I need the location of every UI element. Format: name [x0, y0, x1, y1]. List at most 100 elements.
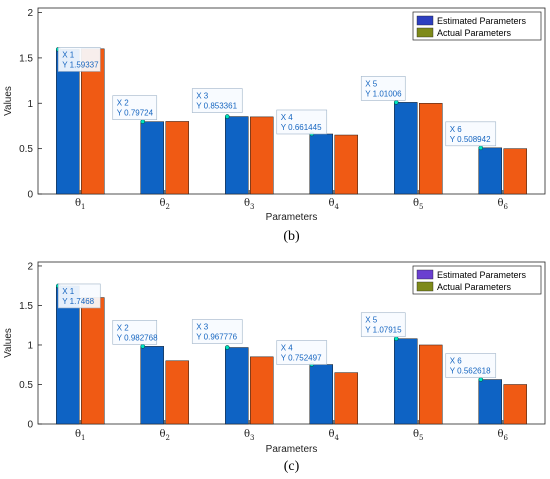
bar-estimated	[225, 116, 249, 195]
bar-actual	[250, 356, 274, 425]
datatip[interactable]: X 2Y 0.982768	[112, 320, 158, 345]
y-axis-label: Values	[3, 328, 14, 358]
plot-area	[37, 261, 546, 425]
datatip-x-text: X 3	[196, 92, 209, 101]
bar-actual	[503, 148, 527, 195]
x-tick-label: θ5	[413, 198, 424, 211]
datatip-box	[191, 319, 243, 344]
datatip-y-text: Y 1.7468	[62, 297, 94, 306]
x-tick-label: θ4	[329, 198, 340, 211]
datatip-x-text: X 2	[117, 323, 130, 332]
datatip-box	[445, 353, 497, 378]
x-tick-label: θ1	[75, 198, 86, 211]
bar-estimated	[478, 147, 502, 195]
datatip-x-text: X 1	[62, 50, 75, 59]
x-tick-label: θ5	[413, 429, 424, 442]
x-tick-label: θ2	[160, 198, 171, 211]
datatip-x-text: X 5	[365, 316, 378, 325]
datatip-box	[360, 312, 406, 338]
y-tick-label: 2	[27, 261, 33, 272]
y-tick-label: 0.5	[19, 380, 33, 391]
datatip-marker	[224, 114, 230, 119]
datatip[interactable]: X 4Y 0.661445	[276, 109, 328, 135]
bar-actual	[81, 297, 105, 425]
y-tick-label: 0.5	[19, 144, 33, 155]
datatip-y-text: Y 0.661445	[281, 123, 322, 132]
legend-swatch	[416, 269, 434, 280]
chart-panel-2: 0 0.5 1 1.5 2 Values Parameters (c) θ1 X 1Y 1.746…	[3, 261, 546, 474]
legend-entry: Estimated Parameters	[437, 16, 527, 26]
datatip-x-text: X 4	[281, 344, 294, 353]
datatip-marker	[478, 145, 484, 151]
plot-area	[37, 7, 546, 195]
datatip-y-text: Y 1.01006	[365, 89, 402, 98]
datatip-y-text: Y 0.967776	[196, 333, 237, 342]
x-tick-label: θ6	[498, 198, 509, 211]
datatip[interactable]: X 4Y 0.752497	[276, 340, 328, 365]
datatip[interactable]: X 2Y 0.79724	[112, 95, 158, 120]
datatip-marker	[140, 344, 146, 349]
x-tick-label: θ4	[329, 429, 340, 442]
datatip-box	[191, 88, 243, 113]
legend-box	[412, 11, 542, 41]
datatip-box	[445, 121, 497, 147]
y-tick-label: 2	[27, 8, 33, 19]
x-tick-label: θ3	[244, 429, 255, 442]
datatip[interactable]: X 5Y 1.07915	[360, 312, 406, 338]
datatip-x-text: X 6	[450, 357, 463, 366]
datatip-box	[276, 109, 328, 135]
bar-estimated	[225, 347, 249, 425]
datatip-y-text: Y 0.508942	[450, 135, 491, 144]
datatip-y-text: Y 0.562618	[450, 367, 491, 376]
panel-label: (b)	[283, 229, 300, 244]
bar-estimated	[478, 379, 502, 425]
datatip-x-text: X 1	[62, 287, 75, 296]
bar-actual	[334, 372, 358, 425]
legend-entry: Actual Parameters	[437, 282, 512, 292]
y-tick-label: 1	[27, 99, 33, 110]
datatip-marker	[478, 377, 484, 382]
datatip-x-text: X 6	[450, 125, 463, 134]
datatip-box	[112, 320, 158, 345]
x-tick-label: θ3	[244, 198, 255, 211]
legend-swatch	[416, 27, 434, 38]
legend-swatch	[416, 281, 434, 292]
datatip-y-text: Y 0.853361	[196, 102, 237, 111]
y-tick-label: 0	[27, 420, 33, 431]
bar-actual	[250, 116, 274, 195]
panel-label: (c)	[284, 459, 300, 474]
datatip-x-text: X 4	[281, 113, 294, 122]
datatip[interactable]: X 1Y 1.7468	[57, 283, 101, 309]
datatip-box	[112, 95, 158, 120]
legend-entry: Actual Parameters	[437, 28, 512, 38]
bar-actual	[419, 103, 443, 195]
bar-estimated	[309, 364, 333, 425]
x-tick-label: θ6	[498, 429, 509, 442]
datatip-x-text: X 2	[117, 99, 130, 108]
datatip[interactable]: X 6Y 0.562618	[445, 353, 497, 378]
bar-actual	[503, 384, 527, 425]
datatip[interactable]: X 5Y 1.01006	[360, 76, 406, 101]
bar-actual	[419, 344, 443, 425]
legend-entry: Estimated Parameters	[437, 270, 527, 280]
x-axis-label: Parameters	[266, 212, 318, 223]
datatip-y-text: Y 0.752497	[281, 354, 322, 363]
datatip-x-text: X 5	[365, 79, 378, 88]
bar-actual	[165, 360, 189, 425]
y-tick-label: 1	[27, 340, 33, 351]
y-tick-label: 1.5	[19, 301, 33, 312]
datatip[interactable]: X 3Y 0.853361	[191, 88, 243, 113]
bar-estimated	[140, 121, 164, 195]
datatip-y-text: Y 1.59337	[62, 60, 99, 69]
datatip[interactable]: X 3Y 0.967776	[191, 319, 243, 344]
datatip[interactable]: X 6Y 0.508942	[445, 121, 497, 147]
datatip-box	[57, 283, 101, 309]
bar-estimated	[394, 338, 418, 425]
legend-box	[412, 265, 542, 295]
datatip[interactable]: X 1Y 1.59337	[57, 47, 101, 72]
y-axis-label: Values	[3, 86, 14, 116]
y-tick-label: 0	[27, 190, 33, 201]
x-tick-label: θ2	[160, 429, 171, 442]
datatip-y-text: Y 0.982768	[117, 333, 158, 342]
